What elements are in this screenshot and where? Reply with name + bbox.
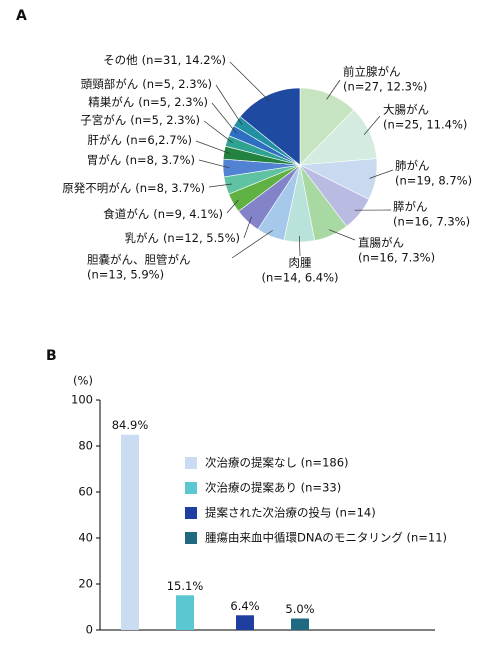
panel-label: B bbox=[46, 348, 57, 364]
slice-category: 子宮がん bbox=[80, 113, 126, 127]
slice-value-label: (n=25, 11.4%) bbox=[383, 118, 467, 132]
legend-swatch bbox=[185, 482, 197, 494]
slice-label: 肉腫 bbox=[289, 256, 312, 270]
legend-swatch bbox=[185, 507, 197, 519]
slice-value-label: (n=5, 2.3%) bbox=[142, 77, 212, 91]
slice-label: 食道がん (n=9, 4.1%) bbox=[103, 207, 223, 221]
pie-slice bbox=[239, 87, 301, 166]
slice-value-label: (n=12, 5.5%) bbox=[163, 231, 240, 245]
slice-category: 乳がん bbox=[124, 231, 159, 245]
leader-line bbox=[211, 102, 237, 134]
leader-line bbox=[243, 216, 252, 239]
slice-label: 前立腺がん bbox=[343, 65, 401, 79]
leader-line bbox=[363, 115, 381, 135]
slice-label: 精巣がん (n=5, 2.3%) bbox=[88, 95, 208, 109]
bar bbox=[176, 595, 194, 630]
bar-value-label: 15.1% bbox=[167, 579, 204, 593]
slice-value-label: (n=8, 3.7%) bbox=[135, 181, 205, 195]
bar-value-label: 5.0% bbox=[285, 602, 314, 616]
slice-label: 大腸がん bbox=[383, 103, 429, 117]
y-tick-label: 80 bbox=[78, 439, 93, 453]
slice-label: その他 (n=31, 14.2%) bbox=[103, 53, 226, 67]
legend-label: 腫瘍由来血中循環DNAのモニタリング (n=11) bbox=[205, 531, 447, 545]
slice-label: 肝がん (n=6,2.7%) bbox=[87, 133, 192, 147]
slice-value-label: (n=16, 7.3%) bbox=[393, 215, 470, 229]
y-tick-label: 0 bbox=[86, 623, 93, 637]
leader-line bbox=[226, 199, 239, 214]
slice-label: 直腸がん bbox=[358, 236, 404, 250]
pie-slice bbox=[299, 87, 355, 166]
slice-category: その他 bbox=[103, 53, 138, 67]
slice-category: 頭頸部がん bbox=[81, 77, 139, 91]
leader-line bbox=[369, 169, 394, 179]
slice-value-label: (n=31, 14.2%) bbox=[142, 53, 226, 67]
slice-category: 肝がん bbox=[87, 133, 122, 147]
leader-line bbox=[229, 61, 270, 102]
panel-label: A bbox=[16, 8, 27, 24]
leader-line bbox=[231, 230, 273, 259]
slice-label: 胆嚢がん、胆管がん bbox=[87, 253, 191, 267]
leader-line bbox=[326, 79, 341, 100]
leader-line bbox=[298, 235, 301, 257]
slice-label: 膵がん bbox=[393, 200, 428, 214]
slice-value-label: (n=5, 2.3%) bbox=[130, 113, 200, 127]
slice-value-label: (n=9, 4.1%) bbox=[153, 207, 223, 221]
slice-label: 子宮がん (n=5, 2.3%) bbox=[80, 113, 200, 127]
slice-category: 食道がん bbox=[103, 207, 149, 221]
y-tick-label: 40 bbox=[78, 531, 93, 545]
bar-value-label: 84.9% bbox=[112, 418, 149, 432]
slice-label: 肺がん bbox=[395, 159, 430, 173]
slice-value-label: (n=14, 6.4%) bbox=[261, 271, 338, 285]
legend-label: 次治療の提案あり (n=33) bbox=[205, 481, 341, 495]
leader-line bbox=[215, 84, 243, 125]
legend-label: 提案された次治療の投与 (n=14) bbox=[205, 506, 376, 520]
leader-line bbox=[208, 183, 232, 188]
slice-value-label: (n=13, 5.9%) bbox=[87, 268, 164, 282]
y-tick-label: 100 bbox=[71, 393, 93, 407]
bar-value-label: 6.4% bbox=[230, 599, 259, 613]
bar bbox=[236, 615, 254, 630]
slice-value-label: (n=6,2.7%) bbox=[126, 133, 192, 147]
slice-value-label: (n=5, 2.3%) bbox=[138, 95, 208, 109]
slice-category: 原発不明がん bbox=[62, 181, 131, 195]
leader-line bbox=[198, 159, 230, 169]
y-tick-label: 20 bbox=[78, 577, 93, 591]
y-tick-label: 60 bbox=[78, 485, 93, 499]
bar bbox=[121, 434, 139, 630]
slice-value-label: (n=8, 3.7%) bbox=[125, 153, 195, 167]
slice-category: 胃がん bbox=[87, 153, 122, 167]
legend-swatch bbox=[185, 457, 197, 469]
slice-category: 精巣がん bbox=[88, 95, 134, 109]
slice-label: 頭頸部がん (n=5, 2.3%) bbox=[81, 77, 212, 91]
slice-label: 胃がん (n=8, 3.7%) bbox=[87, 153, 195, 167]
leader-line bbox=[328, 229, 356, 241]
slice-value-label: (n=16, 7.3%) bbox=[358, 251, 435, 265]
bar bbox=[291, 618, 309, 630]
y-axis-label: (%) bbox=[73, 374, 93, 388]
slice-value-label: (n=19, 8.7%) bbox=[395, 174, 472, 188]
legend-label: 次治療の提案なし (n=186) bbox=[205, 456, 349, 470]
slice-label: 原発不明がん (n=8, 3.7%) bbox=[62, 181, 205, 195]
slice-value-label: (n=27, 12.3%) bbox=[343, 80, 427, 94]
slice-label: 乳がん (n=12, 5.5%) bbox=[124, 231, 240, 245]
legend-swatch bbox=[185, 532, 197, 544]
leader-line bbox=[195, 140, 231, 154]
leader-line bbox=[203, 120, 233, 144]
